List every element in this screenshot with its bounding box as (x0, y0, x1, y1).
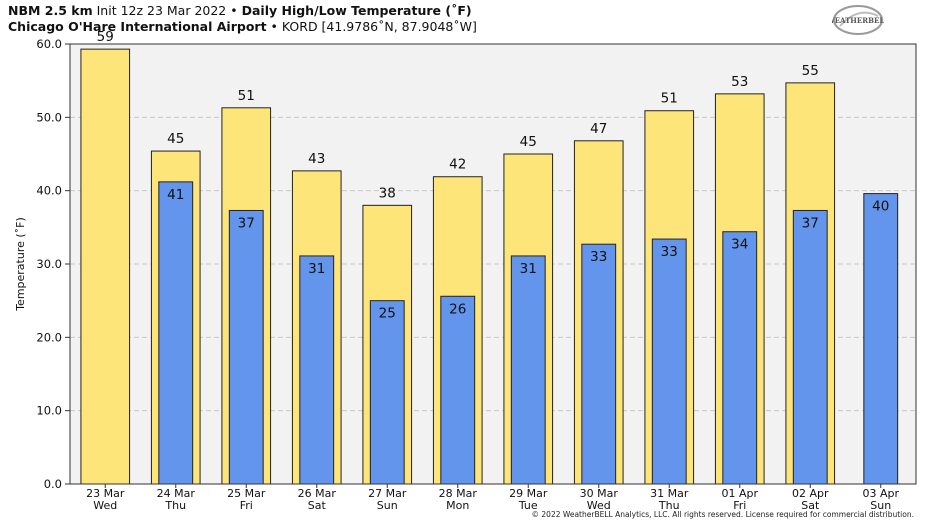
y-tick-label: 10.0 (36, 404, 62, 418)
station-info: KORD [41.9786˚N, 87.9048˚W] (281, 19, 477, 34)
x-tick-date: 29 Mar (509, 487, 548, 500)
high-temp-label: 38 (379, 185, 396, 201)
low-temp-label: 26 (449, 301, 466, 317)
y-tick-label: 50.0 (36, 110, 62, 124)
header-line-1: NBM 2.5 km Init 12z 23 Mar 2022 • Daily … (8, 3, 768, 19)
x-tick-date: 26 Mar (298, 487, 337, 500)
y-tick-label: 0.0 (44, 477, 62, 491)
x-tick-day: Sat (801, 499, 820, 512)
separator-bullet: • (270, 19, 278, 34)
low-temp-bar (228, 209, 264, 485)
low-temp-bar (158, 181, 194, 485)
x-tick-day: Mon (446, 499, 469, 512)
high-temp-label: 45 (520, 134, 537, 150)
weatherbell-swirl-logo: WEATHERBELL (832, 5, 884, 35)
x-tick-date: 23 Mar (86, 487, 125, 500)
plot-frame (69, 43, 917, 485)
x-tick-date: 01 Apr (721, 487, 758, 500)
high-temp-label: 55 (802, 63, 819, 79)
low-temp-bar (722, 231, 758, 485)
high-temp-bar (80, 48, 131, 485)
y-tick-label: 60.0 (36, 37, 62, 51)
x-tick-day: Thu (658, 499, 680, 512)
station-name: Chicago O'Hare International Airport (8, 19, 267, 34)
y-axis-label: Temperature (˚F) (14, 217, 27, 312)
x-tick-day: Tue (518, 499, 538, 512)
x-tick-day: Fri (733, 499, 746, 512)
high-temp-label: 51 (238, 88, 255, 104)
low-temp-bar (369, 300, 405, 485)
high-temp-label: 43 (308, 151, 325, 167)
copyright-notice: © 2022 WeatherBELL Analytics, LLC. All r… (531, 510, 914, 519)
low-temp-label: 31 (308, 261, 325, 277)
y-tick-label: 20.0 (36, 330, 62, 344)
y-axis: 0.0 10.0 20.0 30.0 40.0 50.0 60.0 (36, 37, 70, 491)
x-tick-date: 02 Apr (792, 487, 829, 500)
x-tick-date: 25 Mar (227, 487, 266, 500)
low-temp-bar (792, 209, 828, 485)
y-tick-label: 40.0 (36, 184, 62, 198)
low-temp-label: 33 (661, 244, 678, 260)
x-tick-day: Thu (164, 499, 186, 512)
low-temp-label: 37 (802, 215, 819, 231)
high-temp-label: 59 (97, 29, 114, 45)
low-temp-label: 41 (167, 187, 184, 203)
high-temp-label: 45 (167, 131, 184, 147)
low-temp-bar (651, 238, 687, 485)
low-temp-label: 31 (520, 261, 537, 277)
low-temp-label: 40 (872, 199, 889, 215)
separator-bullet: • (230, 3, 238, 18)
header-line-2: Chicago O'Hare International Airport • K… (8, 19, 768, 35)
x-tick-day: Sun (870, 499, 891, 512)
low-temp-bar (863, 193, 899, 485)
low-temp-label: 33 (590, 249, 607, 265)
x-tick-day: Fri (240, 499, 253, 512)
high-temp-label: 47 (590, 121, 607, 137)
low-temp-bar (510, 255, 546, 485)
high-temp-label: 51 (661, 91, 678, 107)
high-temp-label: 42 (449, 157, 466, 173)
model-name: NBM 2.5 km (8, 3, 93, 18)
x-tick-day: Wed (587, 499, 611, 512)
x-tick-day: Sun (377, 499, 398, 512)
low-temp-label: 34 (731, 237, 748, 253)
x-tick-day: Wed (93, 499, 117, 512)
x-tick-date: 24 Mar (157, 487, 196, 500)
x-tick-date: 28 Mar (439, 487, 478, 500)
x-tick-date: 27 Mar (368, 487, 407, 500)
logo-text: WEATHERBELL (832, 16, 884, 25)
x-tick-day: Sat (308, 499, 327, 512)
high-temp-label: 53 (731, 74, 748, 90)
x-tick-date: 03 Apr (862, 487, 899, 500)
chart-header: NBM 2.5 km Init 12z 23 Mar 2022 • Daily … (8, 3, 768, 35)
x-tick-date: 31 Mar (650, 487, 689, 500)
x-tick-date: 30 Mar (580, 487, 619, 500)
init-time: Init 12z 23 Mar 2022 (96, 3, 227, 18)
low-temp-label: 37 (238, 215, 255, 231)
low-temp-bar (299, 255, 335, 485)
product-title: Daily High/Low Temperature (˚F) (241, 3, 472, 18)
low-temp-bar (581, 243, 617, 485)
low-temp-bar (440, 295, 476, 485)
y-tick-label: 30.0 (36, 257, 62, 271)
low-temp-label: 25 (379, 306, 396, 322)
